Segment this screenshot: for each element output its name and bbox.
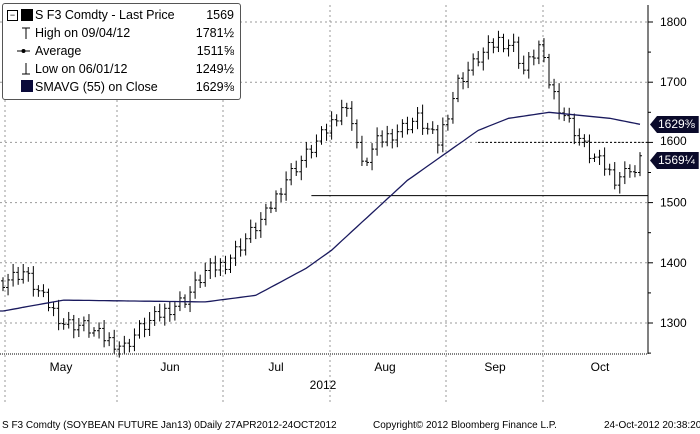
- y-tick-label: 1400: [660, 256, 687, 270]
- high-icon: [22, 27, 30, 39]
- y-tick-label: 1300: [660, 316, 687, 330]
- legend-row-average: Average 1511⅝: [17, 43, 234, 59]
- legend-row-sma: SMAVG (55) on Close 1629⅜: [35, 80, 234, 94]
- x-tick-label: Jun: [160, 360, 179, 374]
- legend-row-low: Low on 06/01/12 1249½: [21, 61, 234, 77]
- footer-copyright: Copyright© 2012 Bloomberg Finance L.P.: [373, 420, 557, 431]
- x-tick-label: Oct: [591, 360, 610, 374]
- x-tick-label: Sep: [484, 360, 506, 374]
- x-tick-label: Jul: [268, 360, 283, 374]
- last-price-tag: 1569¼: [650, 152, 699, 169]
- collapse-icon[interactable]: −: [7, 10, 18, 21]
- sma-value-tag: 1629⅜: [650, 116, 699, 133]
- legend: − S F3 Comdty - Last Price 1569 High on 0…: [2, 3, 241, 100]
- x-tick-label: May: [50, 360, 73, 374]
- x-axis-label: 2012: [310, 378, 337, 392]
- footer-timestamp: 24-Oct-2012 20:38:20: [604, 420, 700, 431]
- average-icon: [17, 49, 30, 53]
- x-tick-label: Aug: [374, 360, 395, 374]
- y-tick-label: 1800: [660, 15, 687, 29]
- sma-swatch: [21, 80, 33, 92]
- reference-tag: 1600: [660, 134, 687, 148]
- legend-row-high: High on 09/04/12 1781½: [21, 25, 234, 41]
- last-price-swatch: [21, 9, 33, 21]
- legend-row-last: S F3 Comdty - Last Price 1569: [35, 8, 234, 22]
- footer-security: S F3 Comdty (SOYBEAN FUTURE Jan13) 0Dail…: [2, 420, 337, 431]
- y-tick-label: 1500: [660, 196, 687, 210]
- low-icon: [22, 63, 30, 75]
- y-tick-label: 1700: [660, 75, 687, 89]
- sma-line: [0, 111, 641, 312]
